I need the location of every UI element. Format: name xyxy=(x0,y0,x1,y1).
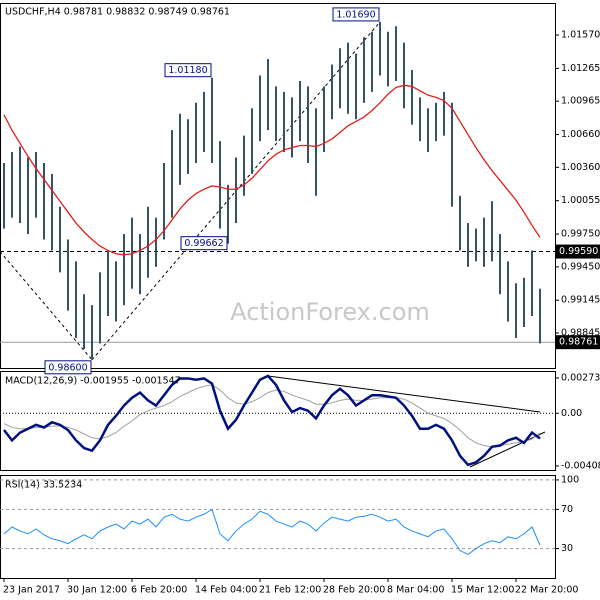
level-label-box xyxy=(556,335,600,350)
annotation-label: 0.98600 xyxy=(48,362,87,373)
x-tick-label: 14 Feb 04:00 xyxy=(195,585,257,596)
annotation-label: 1.01690 xyxy=(336,9,375,20)
x-tick-label: 22 Mar 20:00 xyxy=(515,585,578,596)
y-tick-label: 1.01570 xyxy=(561,30,600,41)
y-tick-label: 1.01265 xyxy=(561,63,600,74)
annotation-label: 0.99662 xyxy=(184,238,223,249)
y-tick-label: 0.00 xyxy=(561,408,582,419)
y-tick-label: 0.98845 xyxy=(561,328,600,339)
y-tick-label: 1.00055 xyxy=(561,195,600,206)
y-tick-label: 1.00660 xyxy=(561,129,600,140)
rsi-panel xyxy=(0,475,556,579)
x-tick-label: 15 Mar 12:00 xyxy=(451,585,514,596)
x-tick-label: 23 Jan 2017 xyxy=(3,585,60,596)
signal-line xyxy=(3,384,541,448)
y-tick-label: -0.004088 xyxy=(561,460,600,471)
panel-title: MACD(12,26,9) -0.001955 -0.001547 xyxy=(5,376,181,387)
trend-line xyxy=(267,375,541,413)
annotation-box xyxy=(332,7,380,22)
y-tick-label: 1.00360 xyxy=(561,162,600,173)
x-tick-label: 21 Feb 12:00 xyxy=(259,585,321,596)
y-tick-label: 0.99750 xyxy=(561,229,600,240)
x-tick-label: 28 Feb 20:00 xyxy=(323,585,385,596)
y-tick-label: 1.00965 xyxy=(561,96,600,107)
x-tick-label: 8 Mar 04:00 xyxy=(387,585,444,596)
annotation-label: 1.01180 xyxy=(168,65,207,76)
level-label-box xyxy=(556,244,600,259)
trend-line xyxy=(469,431,546,468)
y-tick-label: 0.99450 xyxy=(561,261,600,272)
panel-title: RSI(14) 33.5234 xyxy=(5,480,82,491)
trend-line xyxy=(91,21,381,361)
macd-panel xyxy=(0,371,556,471)
moving-average xyxy=(3,84,541,256)
price-panel xyxy=(0,3,556,369)
annotation-box xyxy=(180,236,228,251)
watermark: ActionForex.com xyxy=(230,298,430,326)
y-tick-label: 100 xyxy=(561,474,579,485)
panel-title: USDCHF,H4 0.98781 0.98832 0.98749 0.9876… xyxy=(5,7,230,18)
level-label: 0.98761 xyxy=(559,337,598,348)
annotation-box xyxy=(164,63,212,78)
x-tick-label: 6 Feb 20:00 xyxy=(131,585,187,596)
rsi-line xyxy=(3,508,541,556)
annotation-box xyxy=(44,360,92,375)
y-tick-label: 70 xyxy=(561,504,573,515)
level-label: 0.99590 xyxy=(559,246,598,257)
macd-line xyxy=(3,374,541,467)
y-tick-label: 30 xyxy=(561,543,573,554)
x-tick-label: 30 Jan 12:00 xyxy=(67,585,127,596)
y-tick-label: 0.002738 xyxy=(561,372,600,383)
y-tick-label: 0.99145 xyxy=(561,295,600,306)
